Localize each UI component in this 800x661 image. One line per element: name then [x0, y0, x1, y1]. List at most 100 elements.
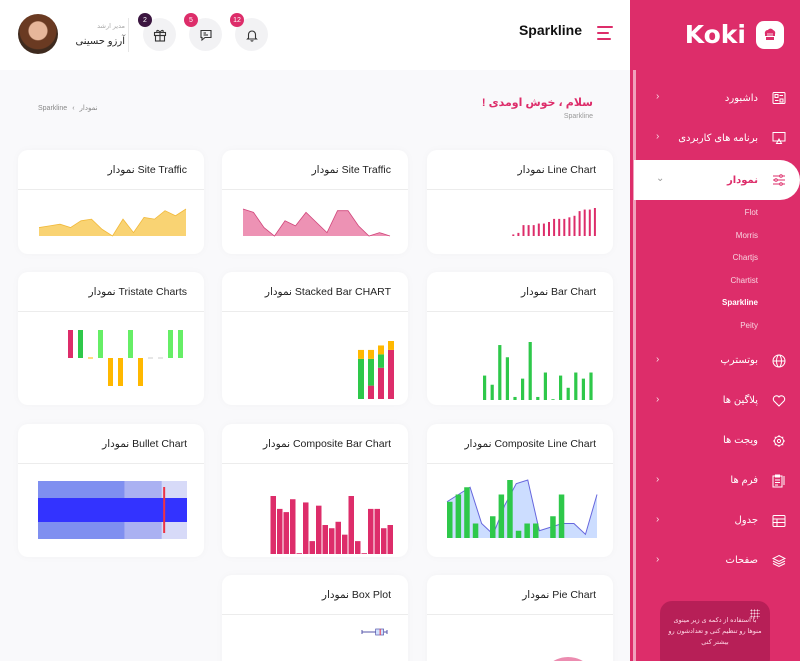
sidebar-item-pages[interactable]: صفحات ‹ [630, 541, 800, 581]
bar-segment [378, 367, 384, 399]
bar [309, 541, 315, 554]
bar [536, 396, 540, 400]
breadcrumb-current: Sparkline [38, 104, 68, 112]
bar-positive [168, 330, 173, 358]
card-tristate: نمودار Tristate Charts [18, 272, 204, 405]
card-bar-chart: نمودار Bar Chart [427, 272, 613, 405]
chevron-left-icon: ‹ [656, 553, 660, 565]
bar [513, 396, 517, 400]
hamburger-icon [597, 26, 613, 28]
user-profile[interactable]: مدیر ارشد آرزو حسینی [18, 14, 125, 54]
sidebar-item-charts[interactable]: نمودار ⌄ [634, 160, 800, 200]
bar-positive [178, 330, 183, 358]
bar [588, 209, 591, 236]
bar [550, 516, 556, 538]
breadcrumb-separator-icon: ‹ [72, 104, 75, 112]
submenu-item-morris[interactable]: Morris [735, 230, 758, 240]
greeting-subtitle: Sparkline [563, 113, 593, 120]
sidebar-item-forms[interactable]: فرم ها ‹ [630, 461, 800, 501]
promo-box: با استفاده از دکمه ی زیر مینوی منوها رو … [660, 601, 770, 661]
avatar[interactable] [18, 14, 58, 54]
bar-segment [358, 349, 364, 359]
bar [593, 208, 596, 236]
card-stacked-bar: نمودار Stacked Bar CHART [222, 272, 408, 405]
site-traffic-sparkline-1 [38, 208, 187, 237]
sidebar-item-label: بوتسترپ [720, 355, 758, 367]
brand-name: Koki [684, 20, 746, 49]
bar [303, 502, 309, 554]
gift-button[interactable]: 2 [138, 13, 176, 51]
hamburger-line [597, 38, 611, 40]
bar-zero [88, 357, 93, 359]
bar [542, 223, 545, 236]
area-fill [39, 209, 186, 236]
heart-icon [770, 392, 788, 410]
bar [368, 508, 374, 554]
bar [524, 523, 530, 538]
bar [512, 234, 515, 236]
chevron-left-icon: ‹ [656, 513, 660, 525]
sidebar-item-widgets[interactable]: ویجت ها [630, 421, 800, 461]
card-composite-bar: نمودار Composite Bar Chart [222, 424, 408, 557]
sidebar-item-plugins[interactable]: پلاگین ها ‹ [630, 381, 800, 421]
sidebar-item-apps[interactable]: برنامه های کاربردی ‹ [630, 118, 800, 158]
dashboard-icon [770, 89, 788, 107]
bar [381, 528, 387, 554]
bar [532, 225, 535, 236]
bar [553, 218, 556, 236]
card-title: نمودار Composite Bar Chart [222, 424, 408, 464]
chevron-down-icon: ⌄ [656, 173, 665, 184]
chevron-left-icon: ‹ [656, 473, 660, 485]
sidebar-item-tables[interactable]: جدول ‹ [630, 501, 800, 541]
breadcrumb-parent[interactable]: نمودار [79, 105, 98, 112]
bar-negative [138, 358, 143, 386]
menu-toggle-button[interactable] [597, 26, 613, 40]
card-title: نمودار Pie Chart [427, 575, 613, 615]
submenu-item-flot[interactable]: Flot [744, 208, 758, 217]
brand[interactable]: Koki [685, 20, 784, 49]
bar [559, 375, 563, 400]
chef-hat-icon [756, 20, 784, 49]
globe-icon [770, 352, 788, 370]
bar-negative [118, 358, 123, 386]
sidebar-item-dashboard[interactable]: داشبورد ‹ [630, 78, 800, 118]
bar [483, 375, 487, 400]
bar [528, 342, 532, 400]
bar [574, 372, 578, 400]
bar-segment [388, 341, 394, 350]
sidebar-scrollbar[interactable] [633, 70, 636, 661]
user-role: مدیر ارشد [97, 22, 125, 30]
submenu-item-chartist[interactable]: Chartist [730, 275, 758, 285]
area-line [242, 208, 391, 237]
promo-text: با استفاده از دکمه ی زیر مینوی منوها رو … [668, 617, 762, 646]
submenu-item-chartjs[interactable]: Chartjs [732, 253, 758, 263]
card-title: نمودار Stacked Bar CHART [222, 272, 408, 312]
composite-line-sparkline [446, 479, 598, 538]
submenu-item-sparkline[interactable]: Sparkline [721, 298, 758, 308]
chevron-left-icon: ‹ [656, 91, 660, 102]
bar [296, 553, 302, 554]
bar [537, 223, 540, 236]
bar [522, 225, 525, 236]
line-chart-sparkline [512, 208, 596, 236]
bar [507, 480, 513, 538]
greeting: سلام ، خوش اومدی ! Sparkline [482, 96, 593, 120]
charts-submenu: Flot Morris Chartjs Chartist Sparkline P… [630, 202, 800, 338]
messages-button[interactable]: 5 [184, 13, 222, 51]
bar-positive [68, 330, 73, 358]
greeting-title: سلام ، خوش اومدی ! [481, 97, 593, 109]
bar [583, 209, 586, 236]
bar [573, 215, 576, 236]
sidebar-item-bootstrap[interactable]: بوتسترپ ‹ [630, 341, 800, 381]
sidebar-item-label: ویجت ها [723, 435, 758, 447]
bar-positive [78, 330, 83, 358]
submenu-item-peity[interactable]: Peity [740, 320, 758, 330]
card-title: نمودار Bar Chart [427, 272, 613, 312]
bar [558, 218, 561, 236]
notifications-button[interactable]: 12 [230, 13, 268, 51]
form-icon [770, 472, 788, 490]
stacked-bar-sparkline [358, 341, 394, 399]
bar [548, 222, 550, 236]
card-bullet: نمودار Bullet Chart [18, 424, 204, 557]
bar [490, 384, 494, 400]
